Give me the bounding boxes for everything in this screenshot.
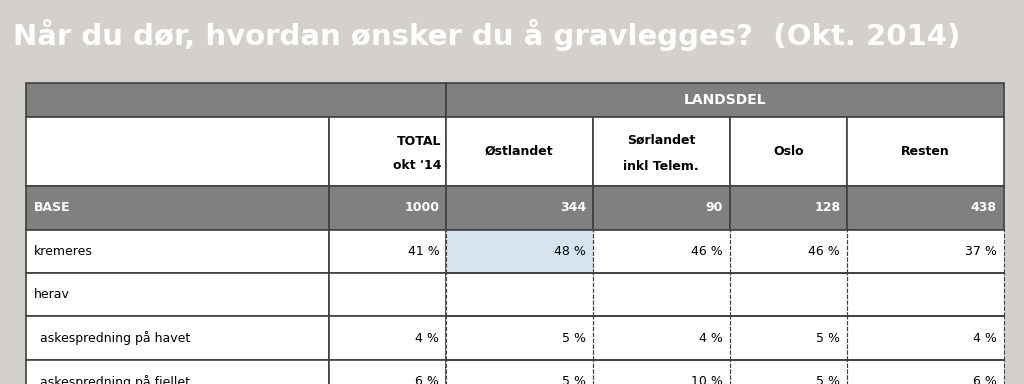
Text: 344: 344	[560, 201, 586, 214]
Text: 6 %: 6 %	[973, 375, 996, 384]
Text: 4 %: 4 %	[699, 332, 723, 344]
Text: Oslo: Oslo	[773, 145, 804, 158]
Text: 5 %: 5 %	[816, 332, 841, 344]
Bar	[593, 117, 730, 186]
Text: Sørlandet: Sørlandet	[627, 134, 695, 146]
Text: 41 %: 41 %	[408, 245, 439, 258]
Text: Når du dør, hvordan ønsker du å gravlegges?  (Okt. 2014): Når du dør, hvordan ønsker du å gravlegg…	[13, 19, 961, 51]
Bar	[593, 230, 730, 273]
Text: kremeres: kremeres	[34, 245, 92, 258]
Bar	[446, 273, 593, 316]
Bar	[329, 230, 446, 273]
Bar	[26, 316, 329, 360]
Bar	[329, 186, 446, 230]
Text: 4 %: 4 %	[416, 332, 439, 344]
Text: 10 %: 10 %	[691, 375, 723, 384]
Text: 6 %: 6 %	[416, 375, 439, 384]
Text: BASE: BASE	[34, 201, 70, 214]
Text: 46 %: 46 %	[691, 245, 723, 258]
Text: TOTAL: TOTAL	[396, 135, 441, 148]
Text: 90: 90	[706, 201, 723, 214]
Text: 46 %: 46 %	[809, 245, 841, 258]
Bar	[847, 360, 1004, 384]
Bar	[847, 186, 1004, 230]
Bar	[446, 117, 593, 186]
Text: 438: 438	[971, 201, 996, 214]
Text: Østlandet: Østlandet	[485, 145, 554, 158]
Bar	[847, 316, 1004, 360]
Text: okt '14: okt '14	[393, 159, 441, 172]
Bar	[730, 117, 847, 186]
Bar	[593, 316, 730, 360]
Text: herav: herav	[34, 288, 70, 301]
Text: 1000: 1000	[404, 201, 439, 214]
Text: LANDSDEL: LANDSDEL	[683, 93, 766, 107]
Bar	[329, 360, 446, 384]
Bar	[329, 273, 446, 316]
Text: 5 %: 5 %	[562, 332, 586, 344]
Text: 4 %: 4 %	[973, 332, 996, 344]
Bar	[730, 230, 847, 273]
Bar	[847, 230, 1004, 273]
Text: 128: 128	[814, 201, 841, 214]
Bar	[730, 316, 847, 360]
Bar	[593, 273, 730, 316]
Bar	[847, 117, 1004, 186]
Bar	[446, 316, 593, 360]
Text: inkl Telem.: inkl Telem.	[624, 161, 699, 173]
Bar	[26, 186, 329, 230]
Text: askespredning på fjellet: askespredning på fjellet	[40, 374, 190, 384]
Bar	[593, 360, 730, 384]
Bar	[446, 360, 593, 384]
Bar	[329, 117, 446, 186]
Bar	[26, 117, 329, 186]
Bar	[446, 230, 593, 273]
Bar	[593, 186, 730, 230]
Bar	[730, 186, 847, 230]
Text: 5 %: 5 %	[816, 375, 841, 384]
Bar	[329, 316, 446, 360]
Text: 37 %: 37 %	[965, 245, 996, 258]
Text: 48 %: 48 %	[554, 245, 586, 258]
Bar	[26, 360, 329, 384]
Bar	[446, 186, 593, 230]
Text: askespredning på havet: askespredning på havet	[40, 331, 190, 345]
Bar	[847, 273, 1004, 316]
Bar	[730, 360, 847, 384]
Text: Resten: Resten	[901, 145, 949, 158]
Text: 5 %: 5 %	[562, 375, 586, 384]
Bar	[730, 273, 847, 316]
Bar	[26, 273, 329, 316]
Bar	[26, 230, 329, 273]
Bar	[446, 83, 1004, 117]
Bar	[26, 83, 446, 117]
